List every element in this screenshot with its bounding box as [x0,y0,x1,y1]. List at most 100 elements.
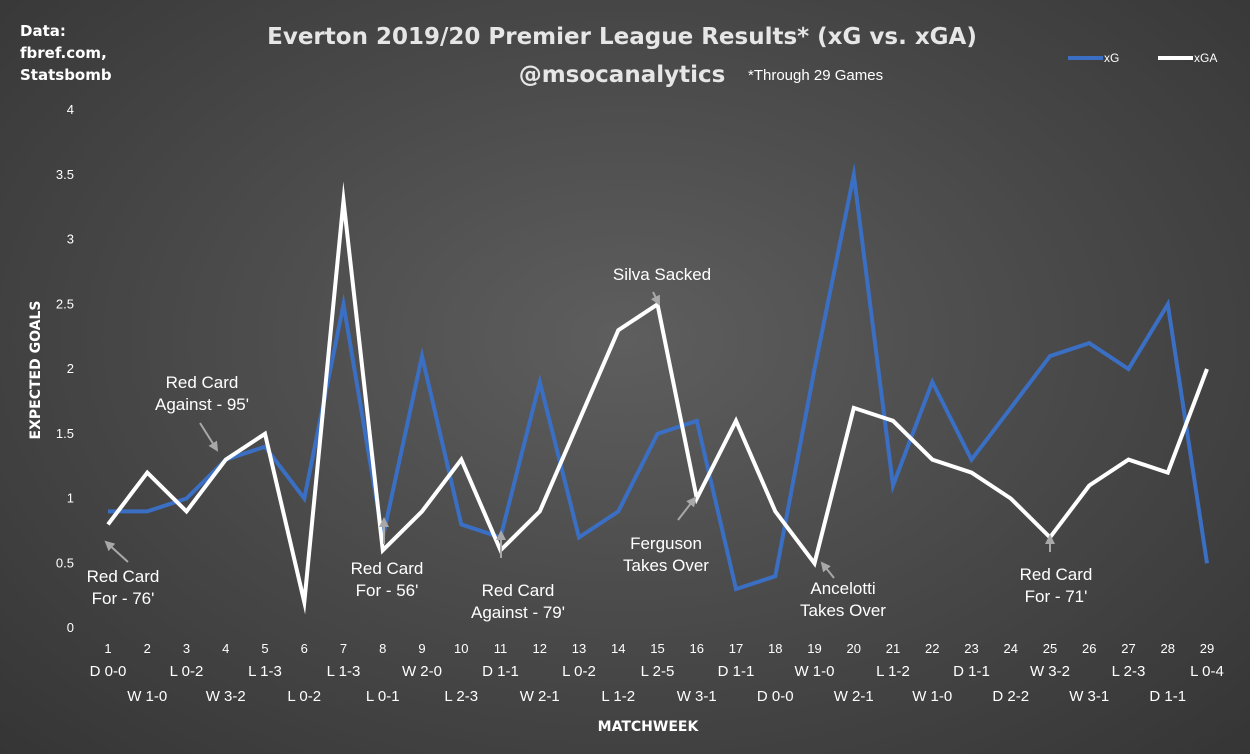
x-tick-label: 19 [807,641,821,656]
result-label: L 2-3 [444,688,478,705]
annotation: Silva Sacked [613,265,711,306]
annotation-arrow [650,291,660,306]
annotation: Red Card For - 71' [1020,534,1093,606]
result-label: W 3-1 [1069,688,1109,705]
x-tick-label: 5 [261,641,268,656]
x-tick-label: 28 [1161,641,1175,656]
annotation: Red Card Against - 95' [155,373,249,452]
x-tick-label: 18 [768,641,782,656]
y-axis-label: EXPECTED GOALS [28,301,44,440]
x-tick-label: 2 [144,641,151,656]
legend: xG xGA [1068,51,1217,65]
x-tick-label: 21 [886,641,900,656]
result-label: W 2-1 [520,688,560,705]
result-label: L 0-1 [366,688,400,705]
result-label: W 3-2 [1030,663,1070,680]
result-label: W 2-0 [402,663,442,680]
annotation: Red Card For - 76' [87,540,160,608]
source-line-2: fbref.com, [20,44,107,62]
x-tick-label: 20 [847,641,861,656]
x-tick-label: 27 [1121,641,1135,656]
y-tick-label: 1 [67,491,74,506]
result-label: D 0-0 [757,688,794,705]
annotation-arrow [820,561,835,579]
result-label: D 0-0 [90,663,127,680]
result-label: L 1-3 [248,663,282,680]
x-tick-label: 29 [1200,641,1214,656]
x-tick-label: 6 [301,641,308,656]
x-tick-label: 15 [650,641,664,656]
annotation: Ferguson Takes Over [623,496,709,575]
annotation-text: Red Card [166,373,239,392]
x-tick-label: 14 [611,641,625,656]
annotation-text: For - 71' [1025,587,1088,606]
result-label: W 2-1 [834,688,874,705]
y-tick-label: 2 [67,361,74,376]
result-label: D 1-1 [482,663,519,680]
annotation-arrow [199,422,219,452]
x-tick-label: 22 [925,641,939,656]
x-tick-label: 12 [533,641,547,656]
x-tick-label: 8 [379,641,386,656]
y-tick-label: 0.5 [56,555,74,570]
result-label: D 2-2 [992,688,1029,705]
result-label: W 3-1 [677,688,717,705]
result-label: L 2-5 [641,663,675,680]
annotation-text: Against - 79' [471,603,565,622]
title-note: *Through 29 Games [748,67,883,84]
source-line-1: Data: [20,22,66,40]
y-tick-label: 3 [67,232,74,247]
series-line-xg [108,162,1209,592]
annotation: Red Card Against - 79' [471,530,565,622]
x-tick-label: 4 [222,641,229,656]
result-label: L 2-3 [1112,663,1146,680]
y-axis-ticks: 0 0.5 1 1.5 2 2.5 3 3.5 4 [56,102,74,635]
match-results: D 0-0W 1-0L 0-2W 3-2L 1-3L 0-2L 1-3L 0-1… [90,663,1224,705]
y-tick-label: 3.5 [56,167,74,182]
x-tick-label: 17 [729,641,743,656]
x-tick-label: 7 [340,641,347,656]
annotation-text: Red Card [482,581,555,600]
legend-label-xga: xGA [1194,51,1217,65]
annotation-text: Ancelotti [810,579,875,598]
annotation-text: Takes Over [623,556,709,575]
result-label: L 0-2 [562,663,596,680]
annotation-text: Red Card [351,559,424,578]
result-label: W 1-0 [794,663,834,680]
x-tick-label: 16 [690,641,704,656]
result-label: W 1-0 [912,688,952,705]
y-tick-label: 2.5 [56,296,74,311]
result-label: L 1-3 [327,663,361,680]
x-tick-label: 10 [454,641,468,656]
result-label: L 1-2 [876,663,910,680]
legend-label-xg: xG [1104,51,1119,65]
x-tick-label: 13 [572,641,586,656]
result-label: L 1-2 [601,688,635,705]
x-tick-label: 25 [1043,641,1057,656]
result-label: L 0-2 [287,688,321,705]
x-tick-label: 3 [183,641,190,656]
annotation-text: Red Card [1020,565,1093,584]
annotation-text: For - 56' [356,581,419,600]
annotation-text: For - 76' [92,589,155,608]
annotation-text: Against - 95' [155,395,249,414]
annotation-text: Ferguson [630,534,702,553]
annotation: Red Card For - 56' [351,517,424,600]
chart-subtitle: @msocanalytics [519,62,726,88]
x-tick-label: 9 [418,641,425,656]
annotation: Ancelotti Takes Over [800,561,886,620]
y-tick-label: 4 [67,102,74,117]
result-label: D 1-1 [1149,688,1186,705]
x-axis-ticks: 1 2 3 4 5 6 7 8 9 10 11 12 13 14 15 16 17 18 19 20 21 22 23 24 2… [104,641,1214,656]
result-label: W 1-0 [127,688,167,705]
annotation-arrow [677,496,697,521]
x-tick-label: 26 [1082,641,1096,656]
x-tick-label: 11 [494,641,508,656]
y-tick-label: 0 [67,620,74,635]
annotation-text: Red Card [87,567,160,586]
result-label: W 3-2 [206,688,246,705]
result-label: L 0-2 [170,663,204,680]
annotation-text: Silva Sacked [613,265,711,284]
